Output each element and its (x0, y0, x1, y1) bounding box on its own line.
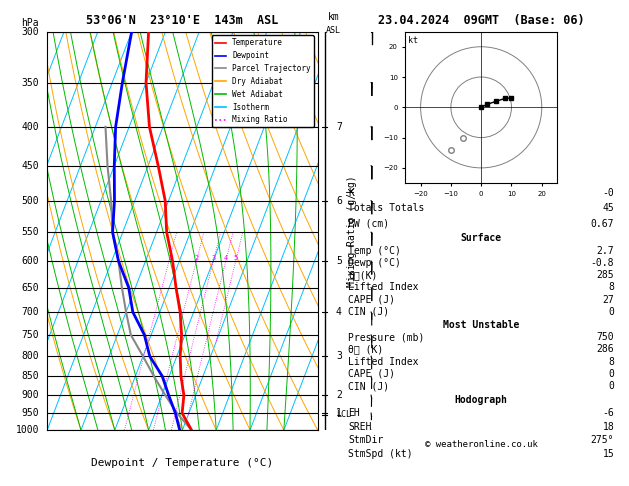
Text: -0: -0 (603, 188, 615, 198)
Text: ASL: ASL (326, 26, 341, 35)
Text: -0.8: -0.8 (591, 258, 615, 268)
Text: 2: 2 (336, 390, 342, 400)
Text: 3: 3 (336, 351, 342, 361)
Text: θᴇ (K): θᴇ (K) (348, 345, 383, 354)
Text: 15: 15 (603, 449, 615, 459)
Text: 400: 400 (21, 122, 39, 132)
Text: 1: 1 (167, 255, 171, 261)
Text: 900: 900 (21, 390, 39, 400)
Text: 4: 4 (224, 255, 228, 261)
Text: km: km (328, 12, 339, 22)
Text: 53°06'N  23°10'E  143m  ASL: 53°06'N 23°10'E 143m ASL (86, 14, 279, 27)
Text: Dewp (°C): Dewp (°C) (348, 258, 401, 268)
Legend: Temperature, Dewpoint, Parcel Trajectory, Dry Adiabat, Wet Adiabat, Isotherm, Mi: Temperature, Dewpoint, Parcel Trajectory… (211, 35, 314, 127)
Text: 4: 4 (336, 307, 342, 317)
Text: CAPE (J): CAPE (J) (348, 295, 395, 305)
Text: 18: 18 (603, 422, 615, 432)
Text: 5: 5 (336, 256, 342, 266)
Text: Hodograph: Hodograph (455, 395, 508, 405)
Text: 275°: 275° (591, 435, 615, 445)
Text: 0: 0 (608, 381, 615, 391)
Text: 0.67: 0.67 (591, 219, 615, 229)
Text: 2: 2 (194, 255, 199, 261)
Text: EH: EH (348, 408, 360, 418)
Text: StmSpd (kt): StmSpd (kt) (348, 449, 413, 459)
Text: θᴇ(K): θᴇ(K) (348, 270, 377, 280)
Text: hPa: hPa (21, 17, 39, 28)
Text: 450: 450 (21, 161, 39, 171)
Text: 550: 550 (21, 227, 39, 237)
Text: Most Unstable: Most Unstable (443, 320, 520, 330)
Text: 45: 45 (603, 204, 615, 213)
Text: 850: 850 (21, 371, 39, 382)
Text: 2.7: 2.7 (597, 245, 615, 256)
Text: 5: 5 (233, 255, 238, 261)
Text: 23.04.2024  09GMT  (Base: 06): 23.04.2024 09GMT (Base: 06) (378, 14, 584, 27)
Text: StmDir: StmDir (348, 435, 383, 445)
Text: 350: 350 (21, 78, 39, 87)
Text: 600: 600 (21, 256, 39, 266)
Text: Dewpoint / Temperature (°C): Dewpoint / Temperature (°C) (91, 458, 274, 468)
Text: -6: -6 (603, 408, 615, 418)
Text: 300: 300 (21, 27, 39, 36)
Text: LCL: LCL (336, 410, 351, 419)
Text: CIN (J): CIN (J) (348, 307, 389, 317)
Text: CAPE (J): CAPE (J) (348, 369, 395, 379)
Text: 1: 1 (336, 408, 342, 418)
Text: 8: 8 (608, 282, 615, 293)
Text: Temp (°C): Temp (°C) (348, 245, 401, 256)
Text: 286: 286 (597, 345, 615, 354)
Text: 3: 3 (211, 255, 216, 261)
Text: 0: 0 (608, 369, 615, 379)
Text: Lifted Index: Lifted Index (348, 357, 418, 367)
Text: CIN (J): CIN (J) (348, 381, 389, 391)
Text: 500: 500 (21, 196, 39, 206)
Text: PW (cm): PW (cm) (348, 219, 389, 229)
Text: 8: 8 (608, 357, 615, 367)
Text: 650: 650 (21, 282, 39, 293)
Text: kt: kt (408, 36, 418, 45)
Text: 700: 700 (21, 307, 39, 317)
Text: 27: 27 (603, 295, 615, 305)
Text: Pressure (mb): Pressure (mb) (348, 332, 425, 342)
Text: 0: 0 (608, 307, 615, 317)
Text: 6: 6 (336, 196, 342, 206)
Text: 950: 950 (21, 408, 39, 418)
Text: 750: 750 (21, 330, 39, 340)
Text: Lifted Index: Lifted Index (348, 282, 418, 293)
Text: 285: 285 (597, 270, 615, 280)
Text: K: K (348, 188, 354, 198)
Text: SREH: SREH (348, 422, 372, 432)
Text: 750: 750 (597, 332, 615, 342)
Text: Totals Totals: Totals Totals (348, 204, 425, 213)
Text: 7: 7 (336, 122, 342, 132)
Text: 1000: 1000 (16, 425, 39, 435)
Text: Mixing Ratio (g/kg): Mixing Ratio (g/kg) (347, 175, 357, 287)
Text: © weatheronline.co.uk: © weatheronline.co.uk (425, 440, 538, 449)
Text: 800: 800 (21, 351, 39, 361)
Text: Surface: Surface (460, 233, 502, 243)
